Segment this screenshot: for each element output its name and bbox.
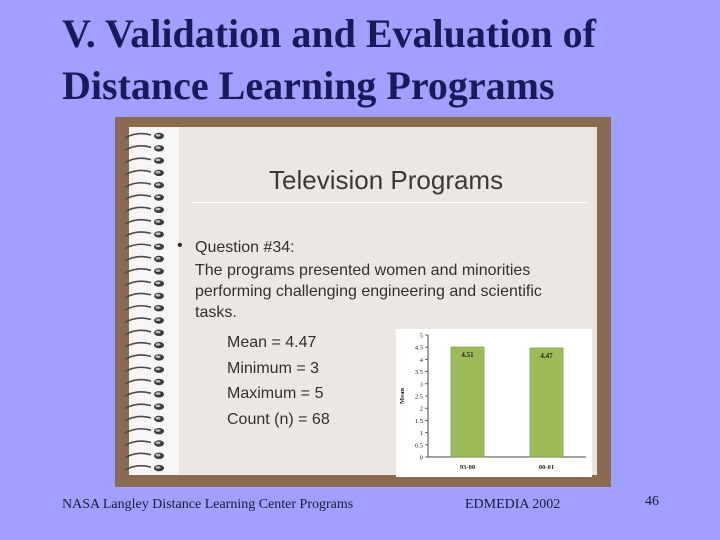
page-number: 46 (645, 494, 659, 509)
spiral-ring (124, 354, 164, 361)
x-tick-label: 93-00 (460, 464, 475, 471)
slide-title: V. Validation and Evaluation of Distance… (62, 8, 712, 112)
y-tick-label: 2.5 (415, 394, 423, 401)
spiral-ring (124, 378, 164, 386)
spiral-binding-icon (124, 132, 164, 472)
spiral-ring (124, 157, 164, 164)
spiral-ring (124, 218, 164, 226)
spiral-ring (124, 280, 164, 287)
bar-00-01 (529, 347, 564, 458)
mean-bar-chart: 0 0.5 1 1.5 2 2.5 3 3.5 4 4.5 5 Mean 4.51 93-00 4.47 00… (396, 329, 592, 477)
question-label: Question #34: (195, 239, 295, 256)
statement-line: The programs presented women and minorit… (195, 262, 531, 279)
y-tick-label: 3.5 (415, 369, 423, 376)
stat-count: Count (n) = 68 (227, 410, 330, 428)
spiral-ring (124, 194, 164, 201)
spiral-ring (124, 292, 164, 300)
stat-mean: Mean = 4.47 (227, 334, 317, 351)
spiral-ring (124, 415, 164, 423)
spiral-ring (124, 304, 164, 312)
y-tick-label: 4 (420, 357, 424, 364)
spiral-ring (124, 329, 164, 336)
y-tick-label: 0.5 (415, 442, 423, 449)
spiral-ring (124, 132, 164, 140)
statement-line: tasks. (195, 304, 237, 321)
spiral-ring (124, 452, 164, 459)
stat-minimum: Minimum = 3 (227, 359, 320, 377)
spiral-ring (124, 145, 164, 152)
heading-divider (191, 202, 587, 203)
statement-line: performing challenging engineering and s… (195, 283, 542, 300)
spiral-ring (124, 403, 164, 410)
y-tick-label: 5 (420, 333, 423, 340)
y-tick-label: 3 (420, 381, 423, 388)
bullet-icon: • (177, 237, 183, 254)
footer-organization: NASA Langley Distance Learning Center Pr… (62, 497, 354, 512)
y-axis-label: Mean (399, 388, 406, 404)
spiral-ring (124, 268, 164, 275)
y-tick-label: 0 (420, 455, 423, 462)
spiral-ring (124, 317, 164, 324)
television-programs-heading: Television Programs (269, 165, 504, 195)
spiral-ring (124, 206, 164, 213)
spiral-ring (124, 464, 164, 472)
y-tick-label: 1 (420, 430, 423, 437)
spiral-ring (124, 181, 164, 189)
spiral-ring (124, 440, 164, 447)
question-text: Question #34: The programs presented wom… (195, 237, 542, 323)
bar-data-label: 4.47 (540, 352, 553, 360)
spiral-ring (124, 427, 164, 435)
spiral-ring (124, 391, 164, 398)
y-tick-label: 2 (420, 406, 423, 413)
x-tick-label: 00-01 (539, 464, 554, 471)
spiral-ring (124, 366, 164, 373)
spiral-ring (124, 243, 164, 250)
y-tick-label: 4.5 (415, 345, 423, 352)
embedded-slide-frame: Television Programs • Question #34: The … (115, 117, 611, 487)
y-tick-label: 1.5 (415, 418, 423, 425)
title-line-2: Distance Learning Programs (62, 63, 555, 108)
title-line-1: V. Validation and Evaluation of (62, 11, 596, 56)
spiral-ring (124, 341, 164, 349)
notebook-page: Television Programs • Question #34: The … (124, 127, 597, 475)
footer-conference: EDMEDIA 2002 (465, 497, 561, 512)
spiral-ring (124, 255, 164, 263)
stat-maximum: Maximum = 5 (227, 385, 324, 402)
bar-data-label: 4.51 (461, 351, 474, 359)
bar-93-00 (450, 346, 485, 458)
spiral-ring (124, 231, 164, 238)
spiral-ring (124, 169, 164, 177)
statistics-list: Mean = 4.47 Minimum = 3 Maximum = 5 Coun… (227, 330, 330, 432)
